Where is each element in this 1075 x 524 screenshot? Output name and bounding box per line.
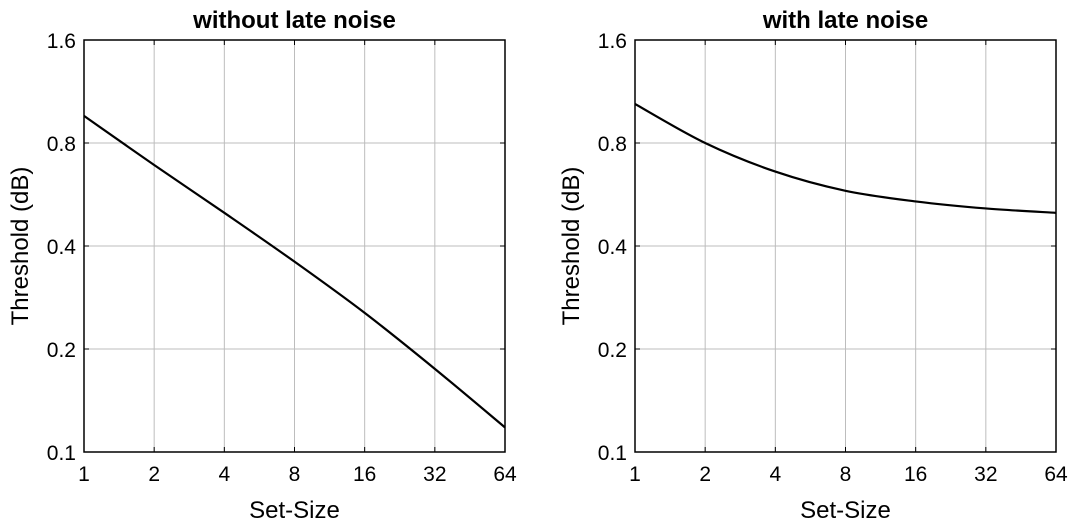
- x-tick-label: 8: [289, 463, 301, 486]
- x-axis-label: Set-Size: [249, 497, 340, 524]
- x-tick-label: 32: [974, 463, 997, 486]
- chart-title: with late noise: [762, 7, 928, 34]
- y-tick-label: 0.4: [47, 236, 77, 259]
- x-tick-label: 4: [218, 463, 230, 486]
- x-tick-label: 2: [148, 463, 160, 486]
- y-tick-label: 0.2: [47, 339, 76, 362]
- x-tick-label: 64: [1044, 463, 1068, 486]
- x-axis-label: Set-Size: [800, 497, 891, 524]
- x-tick-label: 1: [629, 463, 641, 486]
- chart-panel-with-late-noise: 1 2 4 8 16 32 64 0.1 0.2 0.4 0.8 1.6 with late noise…: [558, 7, 1068, 524]
- y-tick-label: 0.2: [598, 339, 627, 362]
- x-tick-label: 1: [78, 463, 90, 486]
- x-tick-label: 2: [699, 463, 711, 486]
- x-tick-label: 8: [840, 463, 852, 486]
- x-tick-label: 32: [423, 463, 446, 486]
- series-line: [83, 115, 506, 429]
- y-tick-label: 1.6: [47, 30, 76, 53]
- y-tick-label: 1.6: [598, 30, 627, 53]
- x-tick-label: 16: [904, 463, 927, 486]
- y-tick-label: 0.1: [47, 442, 76, 465]
- x-tick-label: 64: [493, 463, 517, 486]
- series-line: [634, 103, 1057, 214]
- y-tick-label: 0.8: [47, 133, 76, 156]
- y-axis-label: Threshold (dB): [558, 167, 585, 326]
- y-tick-label: 0.1: [598, 442, 627, 465]
- chart-panel-without-late-noise: 1 2 4 8 16 32 64 0.1 0.2 0.4 0.8 1.6 without late no…: [7, 7, 517, 524]
- x-tick-label: 4: [769, 463, 781, 486]
- chart-title: without late noise: [192, 7, 396, 34]
- x-tick-label: 16: [353, 463, 376, 486]
- y-axis-label: Threshold (dB): [7, 167, 34, 326]
- y-tick-label: 0.4: [598, 236, 628, 259]
- y-tick-label: 0.8: [598, 133, 627, 156]
